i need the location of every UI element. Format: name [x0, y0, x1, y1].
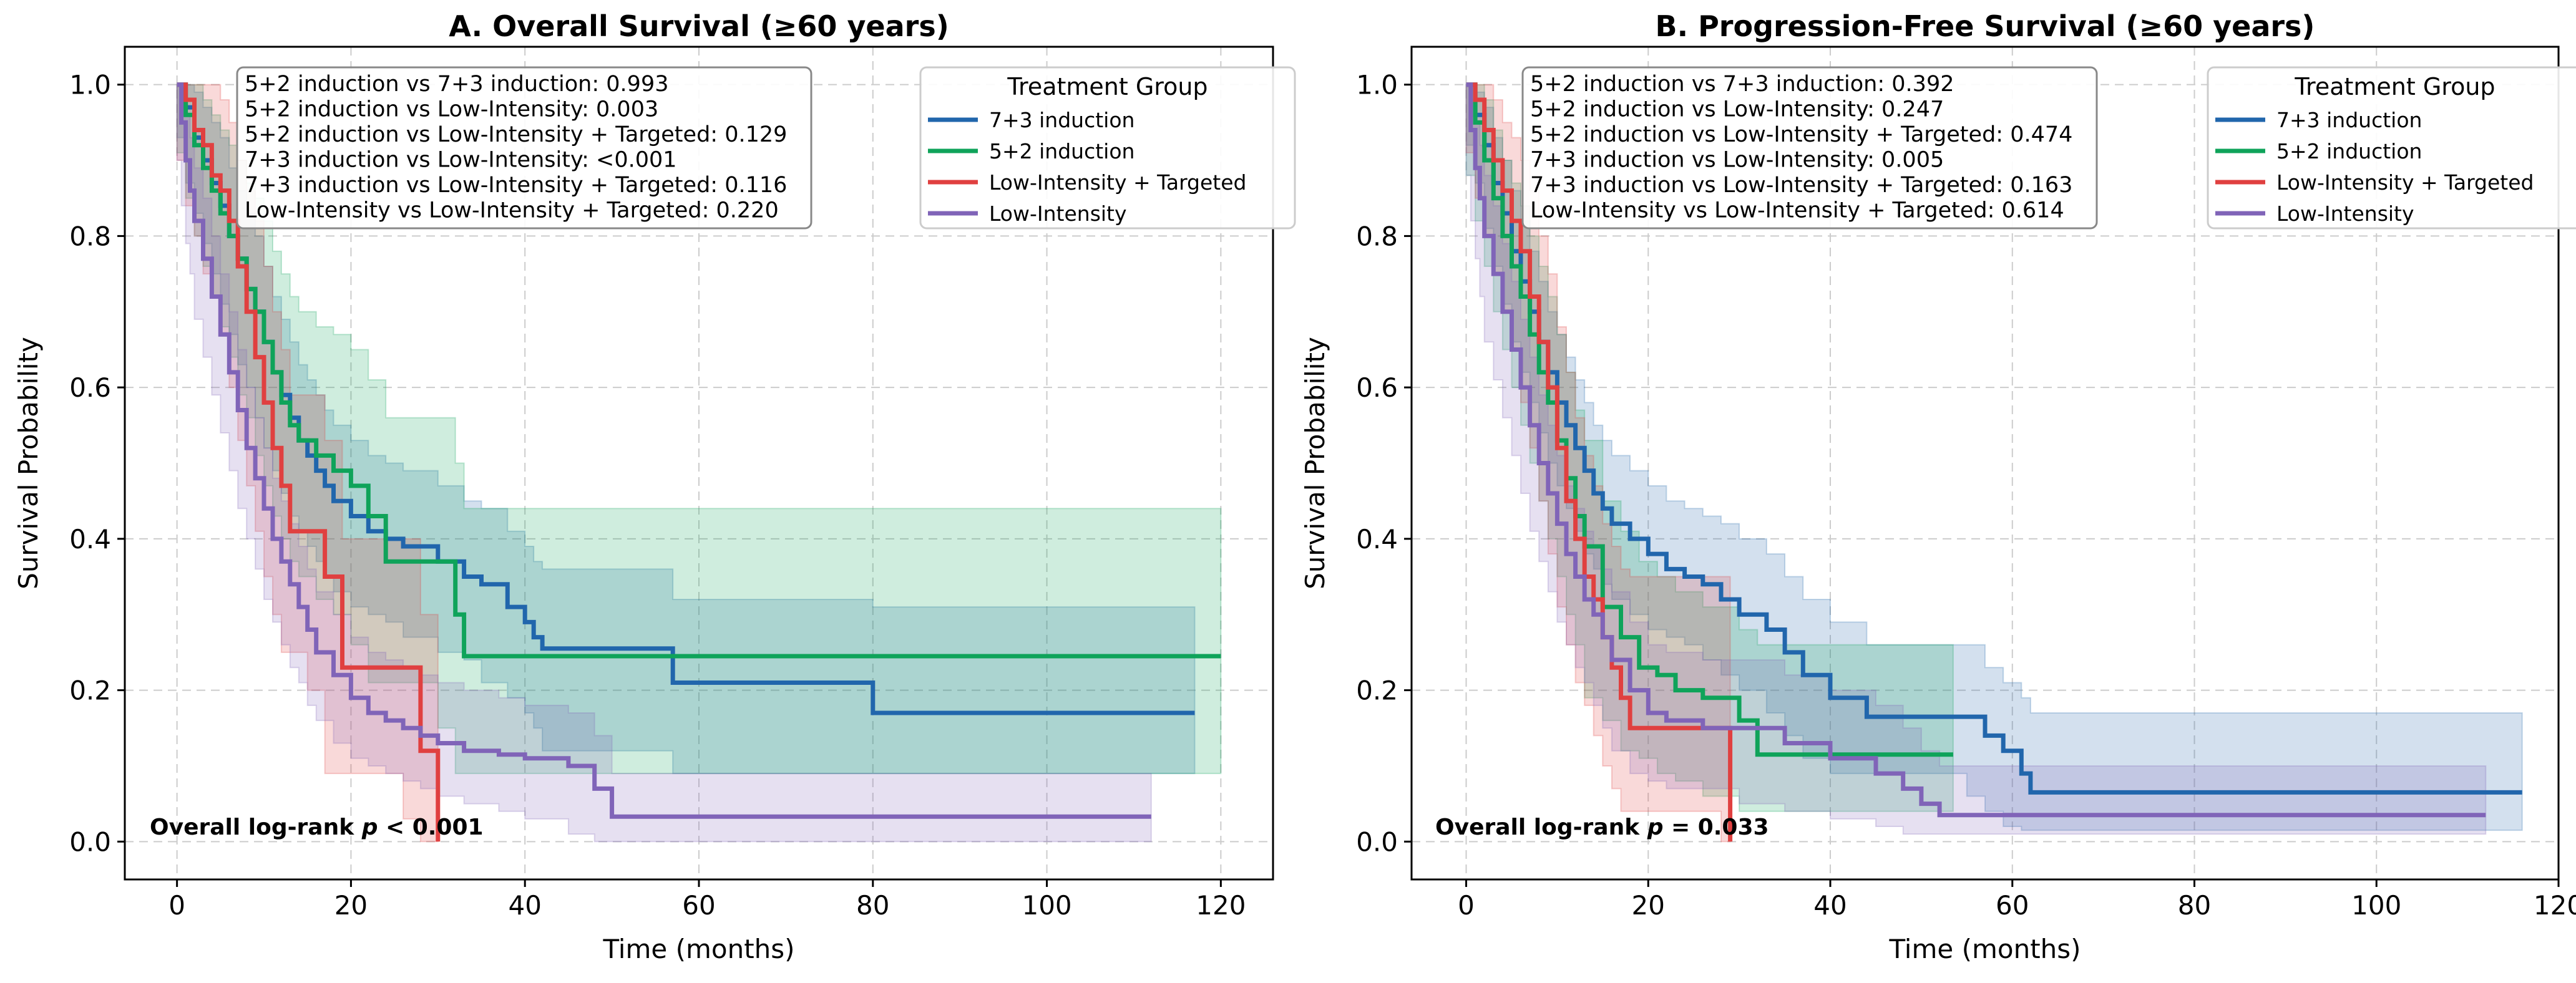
y-axis-label: Survival Probability: [13, 337, 44, 589]
ci-band-7-3-induction: [176, 84, 1196, 775]
pairwise-pvalue: 5+2 induction vs Low-Intensity: 0.247: [1530, 97, 1944, 122]
pairwise-pvalue: 5+2 induction vs Low-Intensity + Targete…: [245, 122, 787, 147]
legend-entry: 5+2 induction: [989, 139, 1134, 163]
pairwise-pvalue-box: [236, 66, 812, 230]
pairwise-pvalue: 5+2 induction vs 7+3 induction: 0.392: [1530, 72, 1954, 97]
x-tick-label: 60: [1996, 890, 2029, 921]
chart-title: B. Progression-Free Survival (≥60 years): [1656, 9, 2315, 43]
legend-entry: Low-Intensity: [989, 201, 1127, 226]
legend-title: Treatment Group: [1007, 73, 1208, 100]
legend-box: [919, 66, 1296, 230]
panel-overall-survival: A. Overall Survival (≥60 years) 0 20 40 60 80…: [13, 9, 1296, 964]
x-tick-label: 20: [334, 890, 368, 921]
overall-logrank: Overall log-rank p < 0.001: [150, 815, 484, 840]
x-tick-label: 0: [168, 890, 185, 921]
pairwise-pvalue-box: [1521, 66, 2098, 230]
legend-entry: Low-Intensity + Targeted: [989, 170, 1247, 195]
legend-entry: 7+3 induction: [989, 108, 1134, 132]
legend-title: Treatment Group: [2294, 73, 2495, 100]
plot-frame: [1410, 46, 2560, 881]
x-tick-label: 20: [1632, 890, 1665, 921]
y-tick-label: 0.6: [1356, 372, 1398, 403]
pairwise-pvalue: 7+3 induction vs Low-Intensity: <0.001: [245, 148, 677, 173]
legend-box: [2207, 66, 2576, 230]
x-tick-label: 120: [2534, 890, 2576, 921]
x-tick-label: 0: [1458, 890, 1475, 921]
km-line-7-3-induction: [1466, 82, 2522, 795]
x-axis-label: Time (months): [1888, 934, 2081, 964]
x-axis-label: Time (months): [602, 934, 794, 964]
y-tick-label: 0.0: [1356, 826, 1398, 857]
x-tick-label: 40: [508, 890, 541, 921]
y-tick-label: 0.6: [69, 372, 111, 403]
pairwise-pvalue: 5+2 induction vs 7+3 induction: 0.993: [245, 72, 668, 97]
panel-progression-free-survival: B. Progression-Free Survival (≥60 years)…: [1300, 9, 2576, 964]
x-tick-label: 80: [2178, 890, 2211, 921]
pairwise-pvalue: 5+2 induction vs Low-Intensity + Targete…: [1530, 122, 2072, 147]
km-line-7-3-induction: [177, 82, 1195, 715]
legend-entry: 5+2 induction: [2276, 139, 2422, 163]
y-tick-label: 1.0: [1356, 70, 1398, 100]
survival-curves: [1466, 82, 2522, 842]
x-tick-label: 60: [682, 890, 715, 921]
x-tick-label: 80: [856, 890, 889, 921]
pairwise-pvalue: 7+3 induction vs Low-Intensity + Targete…: [245, 173, 787, 198]
y-tick-label: 0.2: [69, 676, 111, 706]
legend-entry: Low-Intensity: [2276, 201, 2414, 226]
legend-entry: Low-Intensity + Targeted: [2276, 170, 2534, 195]
pairwise-pvalue: 5+2 induction vs Low-Intensity: 0.003: [245, 97, 658, 122]
km-line-5-2-induction: [1466, 82, 1953, 757]
pairwise-pvalue: 7+3 induction vs Low-Intensity + Targete…: [1530, 173, 2072, 198]
x-tick-label: 40: [1813, 890, 1847, 921]
overall-logrank: Overall log-rank p = 0.033: [1435, 815, 1769, 840]
legend-entry: 7+3 induction: [2276, 108, 2422, 132]
km-line-low-intensity-targeted: [177, 82, 441, 842]
pairwise-pvalue: Low-Intensity vs Low-Intensity + Targete…: [245, 198, 779, 223]
y-tick-label: 0.2: [1356, 676, 1398, 706]
pairwise-pvalue: Low-Intensity vs Low-Intensity + Targete…: [1530, 198, 2064, 223]
x-tick-label: 100: [1022, 890, 1071, 921]
y-tick-label: 0.8: [1356, 221, 1398, 251]
ci-band-5-2-induction: [1465, 84, 1954, 812]
y-axis-label: Survival Probability: [1300, 337, 1330, 589]
pairwise-pvalue: 7+3 induction vs Low-Intensity: 0.005: [1530, 148, 1944, 173]
y-tick-label: 1.0: [69, 70, 111, 100]
y-tick-label: 0.8: [69, 221, 111, 251]
y-tick-label: 0.4: [1356, 524, 1398, 554]
x-tick-label: 100: [2351, 890, 2401, 921]
chart-title: A. Overall Survival (≥60 years): [449, 9, 949, 43]
ci-band-low-intensity: [176, 84, 1152, 843]
km-line-low-intensity-targeted: [1466, 82, 1733, 842]
km-line-low-intensity: [177, 82, 1151, 819]
km-line-low-intensity: [1466, 82, 2486, 818]
y-tick-label: 0.4: [69, 524, 111, 554]
y-tick-label: 0.0: [69, 826, 111, 857]
survival-curves: [177, 82, 1221, 842]
x-tick-label: 120: [1196, 890, 1246, 921]
